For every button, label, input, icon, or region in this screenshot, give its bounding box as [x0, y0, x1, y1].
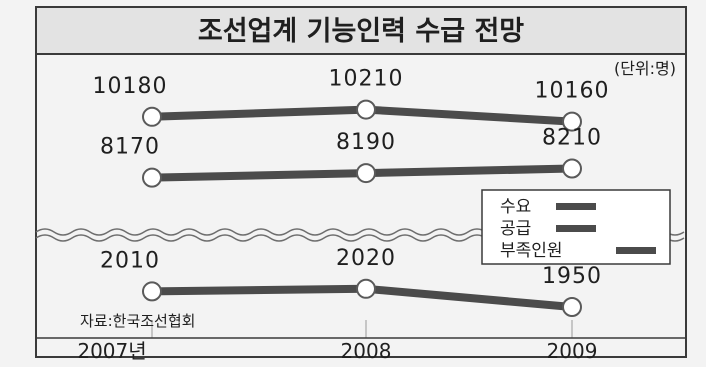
legend-label-supply: 공급	[500, 219, 531, 239]
legend-label-demand: 수요	[500, 197, 531, 217]
x-tick-label-0: 2007년	[77, 339, 146, 363]
data-label-supply-1: 8190	[336, 130, 396, 155]
data-label-shortage-0: 2010	[100, 248, 160, 273]
data-point-shortage-2	[562, 297, 582, 317]
data-label-demand-0: 10180	[93, 74, 168, 99]
legend-swatch-demand	[556, 203, 596, 210]
data-point-supply-1	[356, 163, 376, 184]
data-point-shortage-1	[356, 278, 376, 299]
chart-frame	[35, 6, 687, 358]
source-note: 자료:한국조선협회	[80, 312, 195, 330]
data-label-shortage-2: 1950	[542, 264, 602, 289]
unit-label: (단위:명)	[614, 59, 676, 78]
data-label-shortage-1: 2020	[336, 246, 396, 271]
series-layer: 10180 10210 10160 8170 8190 8210 2010 2020 1950	[93, 67, 610, 317]
x-axis-ticks: 2007년 2008 2009	[77, 339, 597, 363]
legend-swatch-supply	[556, 225, 596, 232]
data-point-supply-0	[142, 167, 162, 188]
data-point-demand-1	[356, 99, 376, 120]
x-tick-label-1: 2008	[341, 339, 392, 363]
data-point-supply-2	[562, 158, 582, 179]
data-label-demand-2: 10160	[535, 79, 610, 104]
data-point-demand-0	[142, 106, 162, 127]
data-label-supply-0: 8170	[100, 135, 160, 160]
data-label-demand-1: 10210	[329, 67, 404, 92]
data-point-shortage-0	[142, 281, 162, 302]
legend-swatch-shortage	[616, 247, 656, 254]
data-point-demand-2	[562, 111, 582, 132]
legend-label-shortage: 부족인원	[500, 241, 563, 261]
tick-guides	[151, 320, 573, 338]
x-tick-label-2: 2009	[547, 339, 598, 363]
data-label-supply-2: 8210	[542, 126, 602, 151]
chart-title: 조선업계 기능인력 수급 전망	[198, 16, 524, 47]
title-bar	[37, 8, 685, 54]
